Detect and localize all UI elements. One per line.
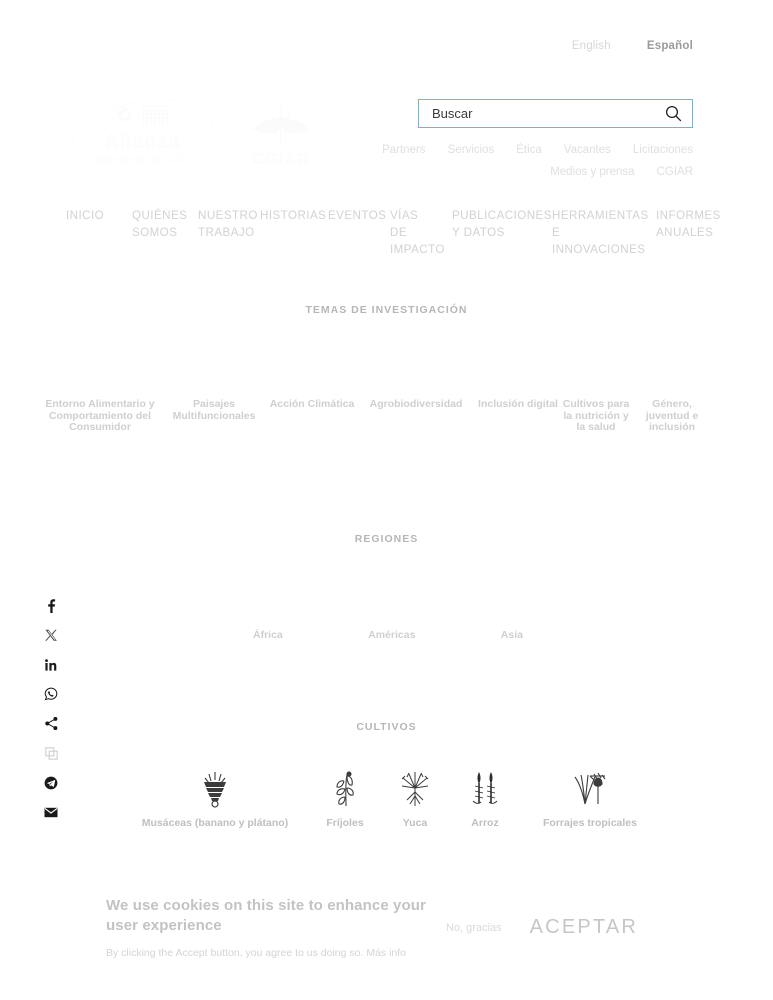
language-link-english[interactable]: English — [571, 40, 611, 52]
tema-paisajes-multifuncionales[interactable]: Paisajes Multifuncionales — [172, 398, 256, 422]
utility-link-vacantes[interactable]: Vacantes — [563, 144, 611, 156]
region-americas[interactable]: Américas — [368, 629, 416, 641]
nav-item-quienes-somos[interactable]: QUIÉNES SOMOS — [132, 209, 188, 239]
nav-item-informes-anuales[interactable]: INFORMES ANUALES — [656, 209, 721, 239]
temas-list: Entorno Alimentario y Comportamiento del… — [40, 398, 740, 434]
search-icon — [665, 105, 681, 122]
copy-icon — [44, 746, 58, 760]
cookie-subtext-body: By clicking the Accept button, you agree… — [106, 947, 364, 959]
whatsapp-share-button[interactable] — [43, 687, 59, 702]
cultivo-label: Arroz — [471, 817, 499, 829]
logo-title: Alianza — [104, 130, 180, 153]
cookie-consent-banner: We use cookies on this site to enhance y… — [0, 876, 773, 1000]
grid-icon — [143, 106, 169, 126]
banana-plant-icon — [200, 770, 230, 808]
facebook-share-button[interactable] — [43, 598, 59, 613]
logo-leaf-grid-mark: ✿ — [111, 106, 173, 130]
bean-plant-icon — [330, 770, 360, 808]
utility-link-partners[interactable]: Partners — [382, 144, 426, 156]
cultivo-label: Musáceas (banano y plátano) — [141, 817, 289, 829]
x-twitter-share-button[interactable] — [43, 628, 59, 643]
utility-link-etica[interactable]: Ética — [516, 144, 542, 156]
section-title-cultivos: CULTIVOS — [356, 721, 417, 733]
cultivos-list: Musáceas (banano y plátano) Fríjoles — [120, 770, 660, 829]
utility-link-licitaciones[interactable]: Licitaciones — [632, 144, 693, 156]
tema-agrobiodiversidad[interactable]: Agrobiodiversidad — [369, 398, 463, 410]
regiones-list: África Américas Asia — [253, 629, 523, 641]
email-share-button[interactable] — [43, 805, 59, 820]
cgiar-wheat-icon — [253, 105, 309, 147]
rice-plant-icon — [469, 770, 501, 808]
utility-link-servicios[interactable]: Servicios — [447, 144, 495, 156]
utility-link-medios[interactable]: Medios y prensa — [550, 166, 635, 178]
cookie-decline-button[interactable]: No, gracias — [446, 921, 502, 934]
linkedin-icon — [45, 658, 57, 671]
cookie-accept-button[interactable]: ACEPTAR — [529, 916, 639, 938]
tema-accion-climatica[interactable]: Acción Climática — [269, 398, 355, 410]
language-link-espanol[interactable]: Español — [646, 40, 693, 52]
section-title-regiones: REGIONES — [354, 533, 419, 545]
alianza-logo[interactable]: ✿ Alianza Bioversity & CIAT — [64, 86, 220, 186]
telegram-share-button[interactable] — [43, 775, 59, 790]
nav-item-herramientas-e-innovaciones[interactable]: HERRAMIENTAS E INNOVACIONES — [552, 209, 649, 256]
search-form — [418, 99, 693, 128]
cultivo-arroz[interactable]: Arroz — [450, 770, 520, 829]
x-twitter-icon — [44, 629, 57, 641]
cultivo-label: Yuca — [402, 817, 428, 829]
cultivo-musaceas[interactable]: Musáceas (banano y plátano) — [120, 770, 310, 829]
search-button[interactable] — [662, 103, 684, 125]
share-button[interactable] — [43, 716, 59, 731]
cultivo-frijoles[interactable]: Fríjoles — [310, 770, 380, 829]
cultivo-label: Forrajes tropicales — [543, 817, 637, 829]
tema-cultivos-nutricion-salud[interactable]: Cultivos para la nutrición y la salud — [562, 398, 630, 433]
cookie-text-block: We use cookies on this site to enhance y… — [106, 896, 446, 960]
forage-grass-icon — [571, 770, 609, 808]
language-bar: English Español — [572, 40, 693, 52]
cultivo-forrajes-tropicales[interactable]: Forrajes tropicales — [520, 770, 660, 829]
nav-item-historias[interactable]: HISTORIAS — [260, 209, 327, 222]
cultivo-label: Fríjoles — [326, 817, 364, 829]
tema-entorno-alimentario[interactable]: Entorno Alimentario y Comportamiento del… — [45, 398, 155, 433]
site-logo[interactable]: ✿ Alianza Bioversity & CIAT CGIAR — [64, 86, 366, 186]
utility-nav: Partners Servicios Ética Vacantes Licita… — [330, 139, 693, 183]
facebook-icon — [47, 598, 55, 613]
nav-item-vias-de-impacto[interactable]: VÍAS DE IMPACTO — [390, 209, 445, 256]
telegram-icon — [44, 776, 58, 789]
email-icon — [44, 807, 58, 817]
utility-link-cgiar[interactable]: CGIAR — [656, 166, 693, 178]
cookie-heading: We use cookies on this site to enhance y… — [106, 897, 426, 934]
cultivo-yuca[interactable]: Yuca — [380, 770, 450, 829]
cgiar-logo[interactable]: CGIAR — [240, 98, 322, 174]
region-asia[interactable]: Asia — [500, 629, 523, 641]
leaf-icon: ✿ — [117, 105, 133, 126]
cookie-actions: No, gracias ACEPTAR — [446, 916, 638, 939]
social-share-rail — [43, 598, 61, 820]
share-icon — [44, 717, 57, 730]
copy-link-button[interactable] — [43, 746, 59, 761]
nav-item-publicaciones-y-datos[interactable]: PUBLICACIONES Y DATOS — [452, 209, 552, 239]
main-nav: INICIO QUIÉNES SOMOS NUESTRO TRABAJO HIS… — [66, 207, 746, 258]
cassava-plant-icon — [399, 770, 431, 808]
tema-genero-juventud-inclusion[interactable]: Género, juventud e inclusión — [645, 398, 699, 433]
nav-item-nuestro-trabajo[interactable]: NUESTRO TRABAJO — [198, 209, 258, 239]
search-input[interactable] — [430, 100, 662, 127]
tema-inclusion-digital[interactable]: Inclusión digital — [478, 398, 558, 410]
nav-item-inicio[interactable]: INICIO — [66, 209, 105, 222]
section-title-temas: TEMAS DE INVESTIGACIÓN — [305, 304, 468, 316]
logo-subtitle: Bioversity & CIAT — [95, 154, 189, 166]
logo-arc-decoration — [64, 86, 220, 186]
linkedin-share-button[interactable] — [43, 657, 59, 672]
whatsapp-icon — [44, 687, 58, 701]
cgiar-wordmark: CGIAR — [252, 151, 310, 168]
cookie-subtext: By clicking the Accept button, you agree… — [106, 946, 446, 960]
region-africa[interactable]: África — [253, 629, 283, 641]
cookie-more-info-link[interactable]: Más info — [366, 947, 407, 959]
nav-item-eventos[interactable]: EVENTOS — [328, 209, 387, 222]
